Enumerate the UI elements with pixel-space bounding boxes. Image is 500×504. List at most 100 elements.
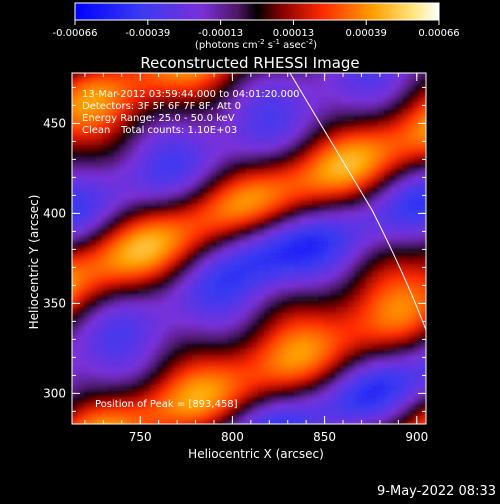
heatmap-cell bbox=[120, 349, 127, 356]
heatmap-cell bbox=[372, 205, 379, 212]
heatmap-cell bbox=[192, 133, 199, 140]
heatmap-cell bbox=[240, 349, 247, 356]
heatmap-cell bbox=[336, 301, 343, 308]
heatmap-cell bbox=[366, 103, 373, 110]
heatmap-cell bbox=[426, 415, 433, 422]
heatmap-cell bbox=[138, 235, 145, 242]
heatmap-cell bbox=[294, 247, 301, 254]
heatmap-cell bbox=[222, 181, 229, 188]
heatmap-cell bbox=[360, 325, 367, 332]
heatmap-cell bbox=[258, 91, 265, 98]
heatmap-cell bbox=[282, 157, 289, 164]
heatmap-cell bbox=[420, 313, 426, 320]
heatmap-cell bbox=[108, 115, 115, 122]
heatmap-cell bbox=[72, 121, 79, 128]
heatmap-cell bbox=[348, 103, 355, 110]
heatmap-cell bbox=[138, 349, 145, 356]
heatmap-cell bbox=[342, 181, 349, 188]
heatmap-cell bbox=[372, 325, 379, 332]
heatmap-cell bbox=[282, 103, 289, 110]
heatmap-cell bbox=[192, 349, 199, 356]
heatmap-cell bbox=[264, 271, 271, 278]
heatmap-cell bbox=[168, 379, 175, 386]
heatmap-cell bbox=[348, 295, 355, 302]
heatmap-cell bbox=[294, 115, 301, 122]
heatmap-cell bbox=[426, 121, 433, 128]
heatmap-cell bbox=[108, 283, 115, 290]
heatmap-cell bbox=[324, 223, 331, 230]
heatmap-cell bbox=[258, 187, 265, 194]
heatmap-cell bbox=[234, 241, 241, 248]
heatmap-cell bbox=[384, 79, 391, 86]
heatmap-cell bbox=[246, 385, 253, 392]
heatmap-cell bbox=[240, 325, 247, 332]
heatmap-cell bbox=[210, 175, 217, 182]
heatmap-cell bbox=[96, 295, 103, 302]
heatmap-cell bbox=[204, 253, 211, 260]
heatmap-cell bbox=[288, 397, 295, 404]
heatmap-cell bbox=[204, 163, 211, 170]
heatmap-cell bbox=[264, 205, 271, 212]
heatmap-cell bbox=[156, 103, 163, 110]
heatmap-cell bbox=[96, 109, 103, 116]
heatmap-cell bbox=[96, 331, 103, 338]
heatmap-cell bbox=[72, 409, 79, 416]
heatmap-cell bbox=[150, 295, 157, 302]
heatmap-cell bbox=[78, 283, 85, 290]
heatmap-cell bbox=[228, 97, 235, 104]
heatmap-cell bbox=[288, 151, 295, 158]
heatmap-cell bbox=[192, 193, 199, 200]
heatmap-cell bbox=[198, 145, 205, 152]
heatmap-cell bbox=[336, 163, 343, 170]
heatmap-cell bbox=[132, 121, 139, 128]
heatmap-cell bbox=[156, 361, 163, 368]
heatmap-cell bbox=[108, 163, 115, 170]
heatmap-cell bbox=[294, 421, 301, 424]
heatmap-cell bbox=[132, 283, 139, 290]
heatmap-cell bbox=[132, 397, 139, 404]
heatmap-cell bbox=[120, 277, 127, 284]
heatmap-cell bbox=[132, 103, 139, 110]
heatmap-cell bbox=[330, 331, 337, 338]
heatmap-cell bbox=[366, 121, 373, 128]
heatmap-cell bbox=[108, 217, 115, 224]
heatmap-cell bbox=[426, 103, 433, 110]
heatmap-cell bbox=[102, 193, 109, 200]
heatmap-cell bbox=[180, 409, 187, 416]
heatmap-cell bbox=[210, 163, 217, 170]
heatmap-cell bbox=[372, 151, 379, 158]
heatmap-cell bbox=[414, 151, 421, 158]
heatmap-cell bbox=[78, 199, 85, 206]
heatmap-cell bbox=[264, 97, 271, 104]
heatmap-cell bbox=[234, 367, 241, 374]
heatmap-cell bbox=[426, 229, 433, 236]
heatmap-cell bbox=[228, 313, 235, 320]
heatmap-cell bbox=[384, 187, 391, 194]
heatmap-cell bbox=[204, 241, 211, 248]
heatmap-cell bbox=[96, 115, 103, 122]
heatmap-cell bbox=[306, 427, 313, 434]
heatmap-cell bbox=[318, 163, 325, 170]
heatmap-cell bbox=[216, 265, 223, 272]
heatmap-cell bbox=[210, 247, 217, 254]
heatmap-cell bbox=[324, 325, 331, 332]
heatmap-cell bbox=[234, 259, 241, 266]
heatmap-cell bbox=[210, 289, 217, 296]
heatmap-cell bbox=[180, 85, 187, 92]
heatmap-cell bbox=[222, 175, 229, 182]
heatmap-cell bbox=[384, 241, 391, 248]
heatmap-cell bbox=[300, 79, 307, 86]
heatmap-cell bbox=[390, 361, 397, 368]
heatmap-cell bbox=[222, 217, 229, 224]
heatmap-cell bbox=[138, 325, 145, 332]
heatmap-cell bbox=[162, 109, 169, 116]
heatmap-cell bbox=[348, 403, 355, 410]
heatmap-cell bbox=[396, 343, 403, 350]
heatmap-cell bbox=[414, 187, 421, 194]
heatmap-cell bbox=[246, 181, 253, 188]
heatmap-cell bbox=[228, 181, 235, 188]
heatmap-cell bbox=[378, 85, 385, 92]
heatmap-cell bbox=[300, 145, 307, 152]
heatmap-cell bbox=[252, 133, 259, 140]
heatmap-cell bbox=[84, 109, 91, 116]
